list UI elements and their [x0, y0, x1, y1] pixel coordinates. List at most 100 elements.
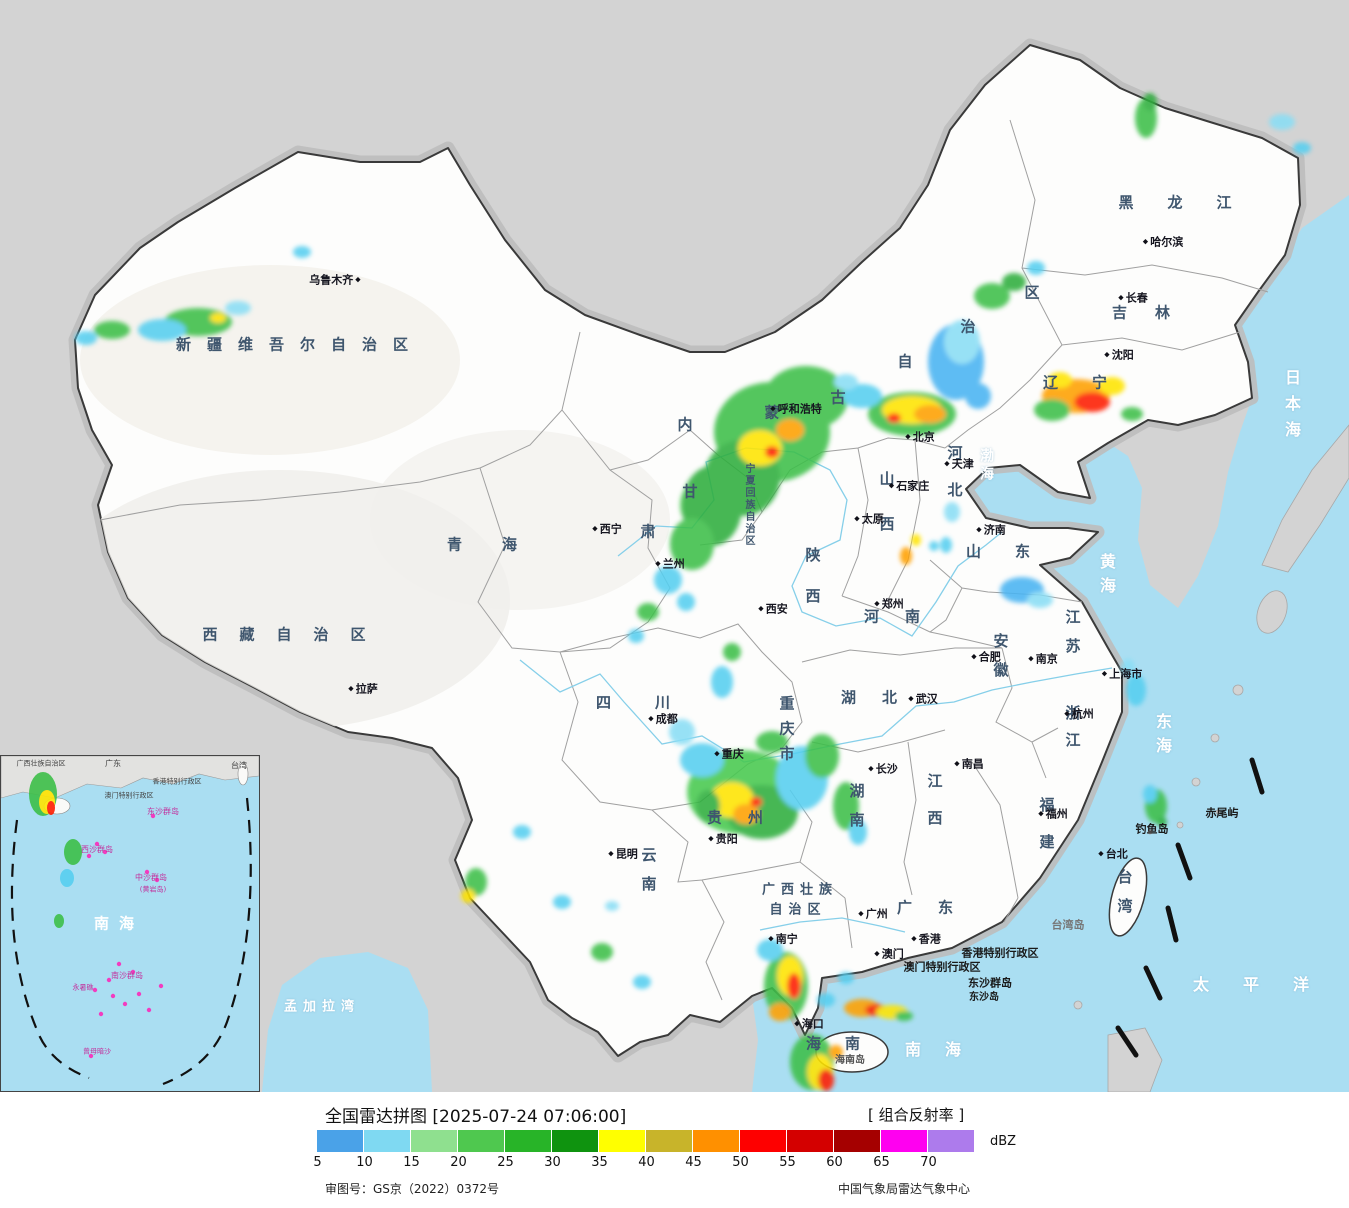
radar-echo: [696, 790, 720, 822]
radar-echo: [849, 819, 867, 845]
radar-echo: [293, 246, 311, 258]
radar-echo: [1121, 407, 1143, 421]
island-dot: [94, 841, 100, 847]
sea-area-bay-of-bengal: [262, 952, 432, 1092]
radar-echo: [765, 446, 779, 458]
radar-echo: [1027, 261, 1045, 275]
radar-map-canvas: 新疆维吾尔自治区 西藏自治区 青海内蒙古自治区甘肃宁夏回族自治区 陕西 山西 河北 河南 山东…: [0, 0, 1349, 1092]
legend-tick: 40: [638, 1155, 655, 1170]
legend-swatch-5: [317, 1130, 363, 1152]
radar-echo: [944, 320, 980, 364]
island-dot: [86, 853, 92, 859]
radar-echo: [805, 734, 839, 778]
island-dot: [106, 977, 112, 983]
inset-island-dots: [86, 813, 164, 1059]
radar-echo: [1126, 674, 1146, 706]
legend-tick: 65: [873, 1155, 890, 1170]
legend-swatch-30: [552, 1130, 598, 1152]
radar-echo: [677, 593, 695, 611]
legend-tick: 50: [732, 1155, 749, 1170]
nine-dash-line: [1115, 757, 1265, 1058]
legend-tick: 55: [779, 1155, 796, 1170]
legend-swatch-50: [740, 1130, 786, 1152]
south-china-sea-inset: 广西壮族自治区 广东 台湾 香港特别行政区 澳门特别行政区 东沙群岛 西沙群岛 中沙群岛 (黄岩…: [0, 755, 260, 1092]
map-approval-number: 审图号：GS京（2022）0372号: [325, 1182, 499, 1196]
island-dot: [98, 1011, 104, 1017]
inset-taiwan: [237, 762, 249, 786]
legend-swatch-45: [693, 1130, 739, 1152]
legend-tick: 20: [450, 1155, 467, 1170]
island-dot: [154, 877, 160, 883]
radar-echo: [225, 301, 251, 315]
legend-tick: 35: [591, 1155, 608, 1170]
radar-echo: [895, 1011, 913, 1021]
radar-echo: [965, 383, 991, 409]
product-name: [ 组合反射率 ]: [868, 1106, 965, 1124]
island-dot: [158, 983, 164, 989]
legend-swatch-60: [834, 1130, 880, 1152]
map-title: 全国雷达拼图 [2025-07-24 07:06:00]: [325, 1107, 627, 1127]
island-dot: [150, 813, 156, 819]
radar-echo: [776, 419, 804, 441]
radar-echo: [929, 541, 939, 551]
legend-tick: 70: [920, 1155, 937, 1170]
radar-echo: [465, 868, 487, 896]
radar-echo: [210, 313, 226, 323]
legend-tick: 10: [356, 1155, 373, 1170]
radar-echo: [591, 943, 613, 961]
radar-echo: [887, 413, 901, 423]
radar-echo: [605, 901, 619, 911]
radar-echo: [944, 502, 960, 522]
island-dot: [116, 961, 122, 967]
radar-echo: [733, 804, 759, 824]
radar-echo: [974, 283, 1010, 309]
radar-echo: [750, 797, 762, 807]
radar-echo: [138, 319, 186, 341]
foreign-islands: [1073, 424, 1349, 1092]
inset-nine-dash-line: [10, 797, 252, 1086]
radar-echo: [1293, 142, 1311, 154]
inset-radar-echo: [47, 801, 55, 815]
island-dot: [88, 1053, 94, 1059]
radar-echo: [1143, 93, 1157, 111]
radar-echo: [769, 1003, 791, 1021]
radar-echo: [94, 321, 130, 339]
inset-radar-echo: [64, 839, 82, 865]
radar-echo: [1099, 377, 1125, 395]
radar-echo: [654, 566, 682, 594]
inset-radar-echoes: [29, 772, 82, 928]
radar-echo: [628, 629, 644, 643]
radar-echo: [633, 975, 651, 989]
legend-swatch-65: [881, 1130, 927, 1152]
radar-echo: [711, 666, 733, 698]
radar-echo: [834, 374, 858, 390]
inset-svg: [0, 755, 260, 1086]
radar-echo: [911, 534, 921, 546]
radar-echo: [757, 939, 783, 961]
radar-echo: [75, 331, 97, 345]
radar-echo: [553, 895, 571, 909]
radar-echo: [842, 384, 882, 408]
island-dot: [130, 969, 136, 975]
radar-echo: [1121, 659, 1135, 677]
radar-echo-layer: [75, 93, 1311, 1091]
island-dot: [122, 1001, 128, 1007]
sea-area-east: [752, 195, 1349, 1092]
radar-echo: [1027, 592, 1053, 608]
radar-echo: [818, 1069, 834, 1091]
radar-echo: [1157, 817, 1167, 827]
radar-echo: [670, 518, 714, 570]
legend-swatch-10: [364, 1130, 410, 1152]
radar-echo: [1002, 273, 1026, 291]
inset-radar-echo: [54, 914, 64, 928]
legend-color-bar: [317, 1130, 974, 1152]
radar-echo: [723, 643, 741, 661]
legend-swatch-35: [599, 1130, 645, 1152]
island-dot: [146, 1007, 152, 1013]
radar-echo: [1074, 392, 1110, 412]
radar-echo: [513, 825, 531, 839]
legend-swatch-20: [458, 1130, 504, 1152]
radar-echo: [833, 782, 859, 830]
legend-tick: 15: [403, 1155, 420, 1170]
legend-tick: 45: [685, 1155, 702, 1170]
